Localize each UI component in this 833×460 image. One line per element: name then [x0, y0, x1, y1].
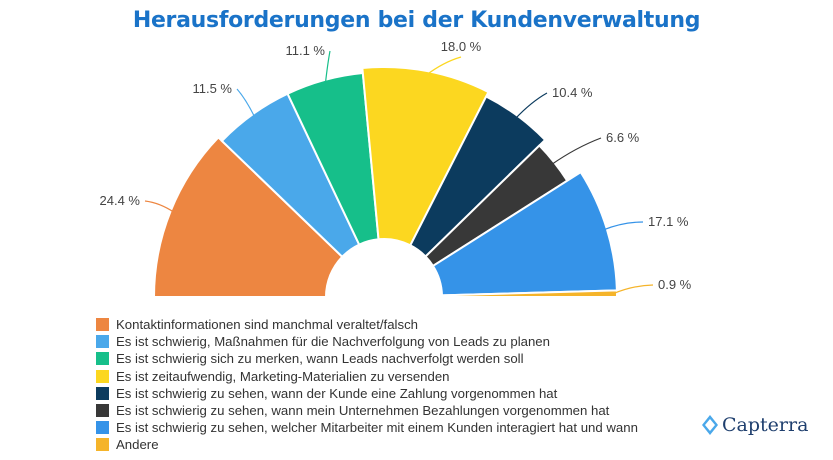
- data-label-8: 0.9 %: [658, 277, 692, 292]
- slice-1: [152, 136, 344, 298]
- legend-item: Es ist schwierig sich zu merken, wann Le…: [96, 350, 638, 367]
- leader-line-2: [236, 88, 256, 118]
- legend-swatch: [96, 386, 109, 400]
- legend-swatch: [96, 318, 109, 332]
- leader-line-3: [324, 50, 331, 84]
- legend-item: Es ist schwierig, Maßnahmen für die Nach…: [96, 333, 638, 350]
- legend-label: Es ist schwierig zu sehen, wann mein Unt…: [116, 403, 610, 419]
- capterra-brand: Capterra: [702, 414, 808, 436]
- slice-5: [408, 95, 547, 258]
- data-label-7: 17.1 %: [648, 214, 689, 229]
- legend-swatch: [96, 404, 109, 418]
- legend-item: Es ist zeitaufwendig, Marketing-Material…: [96, 368, 638, 385]
- leader-line-4: [425, 56, 462, 76]
- capterra-logo-icon: [702, 415, 718, 435]
- legend-swatch: [96, 421, 109, 435]
- legend-label: Es ist zeitaufwendig, Marketing-Material…: [116, 368, 450, 384]
- legend-swatch: [96, 352, 109, 366]
- legend-label: Kontaktinformationen sind manchmal veral…: [116, 317, 418, 333]
- leader-line-8: [612, 284, 654, 295]
- data-label-1: 24.4 %: [100, 193, 141, 208]
- legend-swatch: [96, 335, 109, 349]
- data-label-4: 18.0 %: [441, 39, 482, 54]
- chart-legend: Kontaktinformationen sind manchmal veral…: [96, 316, 638, 454]
- data-label-6: 6.6 %: [606, 130, 640, 145]
- legend-item: Es ist schwierig zu sehen, wann der Kund…: [96, 385, 638, 402]
- brand-name: Capterra: [722, 414, 809, 436]
- legend-label: Andere: [116, 437, 159, 453]
- chart-title: Herausforderungen bei der Kundenverwaltu…: [132, 8, 701, 33]
- leader-line-6: [550, 137, 602, 166]
- legend-item: Kontaktinformationen sind manchmal veral…: [96, 316, 638, 333]
- legend-label: Es ist schwierig sich zu merken, wann Le…: [116, 351, 524, 367]
- legend-label: Es ist schwierig, Maßnahmen für die Nach…: [116, 334, 550, 350]
- legend-item: Es ist schwierig zu sehen, welcher Mitar…: [96, 419, 638, 436]
- leader-line-5: [514, 92, 548, 120]
- data-label-3: 11.1 %: [285, 43, 325, 58]
- legend-item: Andere: [96, 436, 638, 453]
- legend-item: Es ist schwierig zu sehen, wann mein Unt…: [96, 402, 638, 419]
- leader-line-7: [602, 221, 644, 231]
- data-label-5: 10.4 %: [552, 85, 593, 100]
- legend-swatch: [96, 369, 109, 383]
- data-label-2: 11.5 %: [192, 81, 232, 96]
- leader-line-1: [144, 200, 175, 213]
- legend-label: Es ist schwierig zu sehen, wann der Kund…: [116, 385, 558, 401]
- legend-label: Es ist schwierig zu sehen, welcher Mitar…: [116, 420, 638, 436]
- legend-swatch: [96, 438, 109, 452]
- slice-4: [361, 66, 490, 247]
- slice-7: [431, 170, 618, 297]
